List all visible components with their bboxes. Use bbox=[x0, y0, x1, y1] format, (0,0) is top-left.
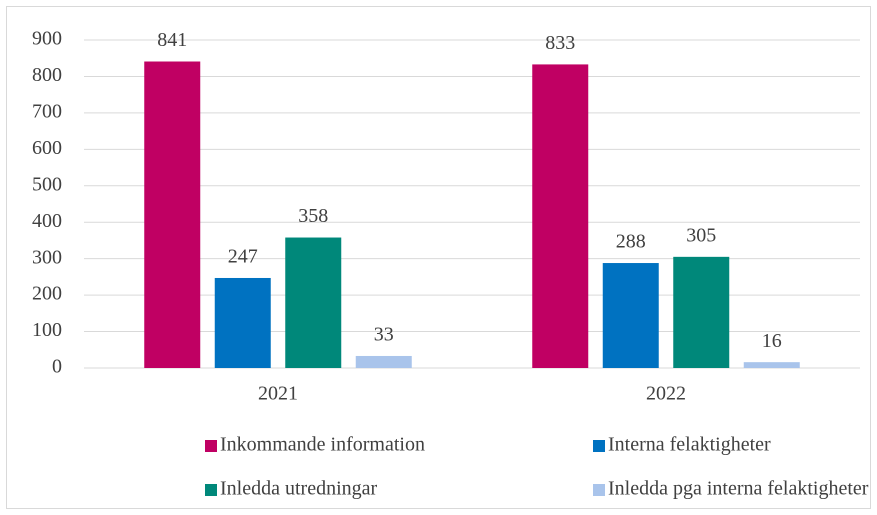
bar bbox=[144, 61, 201, 368]
y-tick-label: 700 bbox=[32, 100, 62, 122]
y-tick-label: 300 bbox=[32, 246, 62, 268]
legend-label: Inkommande information bbox=[220, 434, 425, 456]
bar bbox=[602, 263, 659, 368]
y-tick-label: 500 bbox=[32, 173, 62, 195]
data-label: 288 bbox=[616, 231, 646, 253]
data-label: 305 bbox=[686, 224, 716, 246]
data-label: 16 bbox=[762, 330, 782, 352]
legend-swatch bbox=[205, 484, 217, 496]
y-tick-label: 400 bbox=[32, 210, 62, 232]
y-tick-label: 800 bbox=[32, 64, 62, 86]
y-tick-label: 100 bbox=[32, 319, 62, 341]
y-tick-label: 200 bbox=[32, 283, 62, 305]
x-tick-label: 2022 bbox=[646, 383, 686, 405]
x-tick-label: 2021 bbox=[258, 383, 298, 405]
bar bbox=[532, 64, 589, 368]
data-label: 358 bbox=[298, 205, 328, 227]
bar bbox=[743, 362, 800, 368]
data-label: 33 bbox=[374, 324, 394, 346]
legend-swatch bbox=[593, 484, 605, 496]
data-label: 247 bbox=[228, 246, 258, 268]
bar bbox=[214, 277, 271, 368]
y-tick-label: 600 bbox=[32, 137, 62, 159]
y-tick-label: 900 bbox=[32, 28, 62, 50]
y-tick-label: 0 bbox=[52, 356, 62, 378]
legend-label: Inledda pga interna felaktigheter bbox=[608, 478, 869, 500]
legend-swatch bbox=[593, 440, 605, 452]
legend-label: Inledda utredningar bbox=[220, 478, 377, 500]
data-label: 841 bbox=[157, 29, 187, 51]
bar bbox=[355, 355, 412, 368]
data-label: 833 bbox=[545, 32, 575, 54]
bar bbox=[285, 237, 342, 368]
legend-swatch bbox=[205, 440, 217, 452]
legend-label: Interna felaktigheter bbox=[608, 434, 771, 456]
bar bbox=[673, 256, 730, 368]
